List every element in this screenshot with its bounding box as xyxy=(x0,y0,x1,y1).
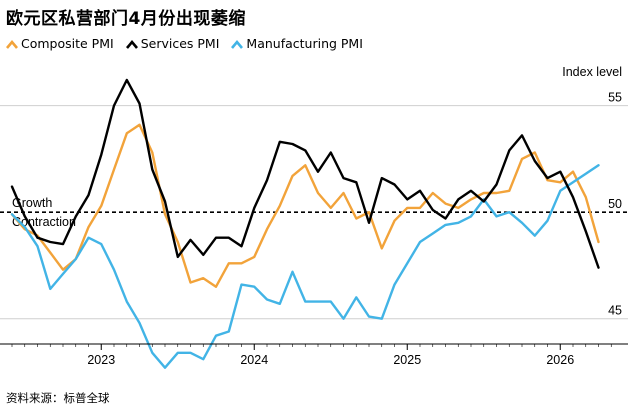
chart-title: 欧元区私营部门4月份出现萎缩 xyxy=(6,9,246,29)
x-tick-label-2025: 2025 xyxy=(393,353,421,367)
series-line-composite-pmi xyxy=(10,123,600,288)
series-line-services-pmi xyxy=(10,78,600,269)
y-tick-label-50: 50 xyxy=(608,197,622,211)
legend-item-services: Services PMI xyxy=(125,36,220,51)
legend-item-composite: Composite PMI xyxy=(6,36,114,51)
reference-label-growth: Growth xyxy=(12,196,52,210)
services-chevron-icon xyxy=(125,39,138,49)
grid-lines xyxy=(0,105,628,320)
composite-chevron-icon xyxy=(6,39,18,49)
series-lines xyxy=(10,78,600,369)
reference-label-contraction: Contraction xyxy=(12,215,76,229)
x-tick-label-2023: 2023 xyxy=(87,353,115,367)
legend-label-composite: Composite PMI xyxy=(21,36,114,51)
axis-labels: 45 50 55 Index level 2023 2024 2025 2026 xyxy=(0,65,628,367)
manufacturing-chevron-icon xyxy=(231,39,244,49)
x-tick-label-2024: 2024 xyxy=(240,353,268,367)
y-axis-label: Index level xyxy=(562,65,622,79)
y-tick-label-45: 45 xyxy=(608,304,622,318)
legend-label-services: Services PMI xyxy=(140,36,220,51)
legend-label-manufacturing: Manufacturing PMI xyxy=(246,36,363,51)
legend-item-manufacturing: Manufacturing PMI xyxy=(231,36,363,51)
legend: Composite PMI Services PMI Manufacturing… xyxy=(6,36,363,51)
y-tick-label-55: 55 xyxy=(608,91,622,105)
source-note: 资料来源：标普全球 xyxy=(6,391,110,405)
x-tick-label-2026: 2026 xyxy=(546,353,574,367)
reference-line-group: Growth Contraction xyxy=(0,196,628,229)
series-line-manufacturing-pmi xyxy=(10,164,600,369)
